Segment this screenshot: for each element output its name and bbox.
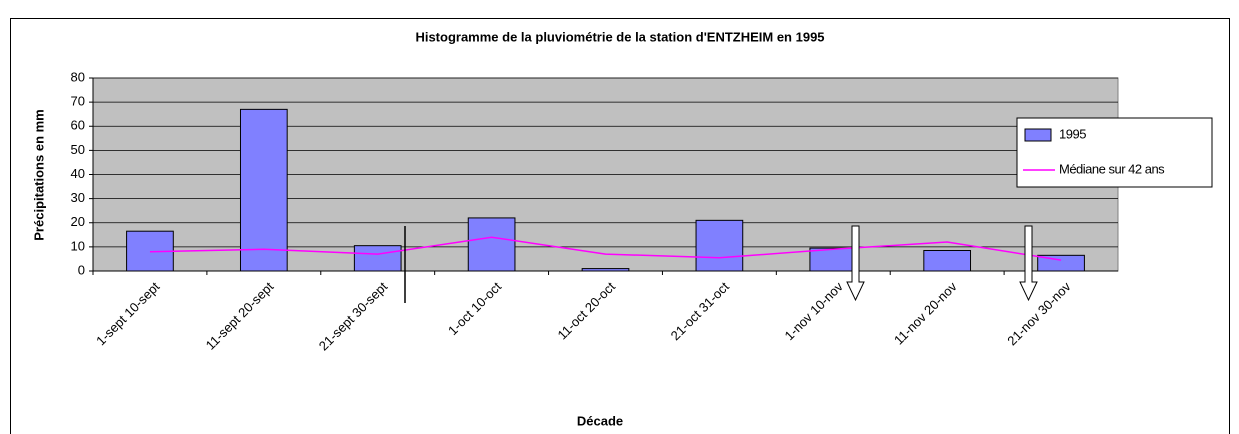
y-tick-label: 50 — [71, 142, 85, 157]
y-tick-label: 0 — [78, 262, 85, 277]
y-tick-label: 40 — [71, 166, 85, 181]
annotation-arrow — [846, 225, 865, 302]
annotation-arrow — [1019, 225, 1038, 302]
legend-swatch — [1024, 128, 1052, 142]
bar — [809, 247, 858, 272]
y-tick-label: 60 — [71, 118, 85, 133]
y-tick-label: 30 — [71, 190, 85, 205]
legend-label: 1995 — [1059, 126, 1086, 141]
bar — [695, 219, 744, 272]
bar — [353, 245, 402, 272]
legend-box — [1016, 117, 1213, 188]
bar — [239, 108, 288, 272]
bar — [581, 268, 630, 272]
x-axis-title: Décade — [577, 413, 623, 428]
y-tick-label: 20 — [71, 214, 85, 229]
bar — [1037, 254, 1085, 272]
bar — [467, 217, 516, 272]
y-tick-label: 10 — [71, 238, 85, 253]
y-tick-label: 70 — [71, 94, 85, 109]
line — [149, 236, 1062, 261]
legend-label: Médiane sur 42 ans — [1059, 161, 1165, 176]
y-tick-label: 80 — [71, 69, 85, 84]
y-axis-title: Précipitations en mm — [31, 109, 46, 240]
chart-title: Histogramme de la pluviométrie de la sta… — [415, 29, 824, 44]
bar — [923, 249, 972, 272]
